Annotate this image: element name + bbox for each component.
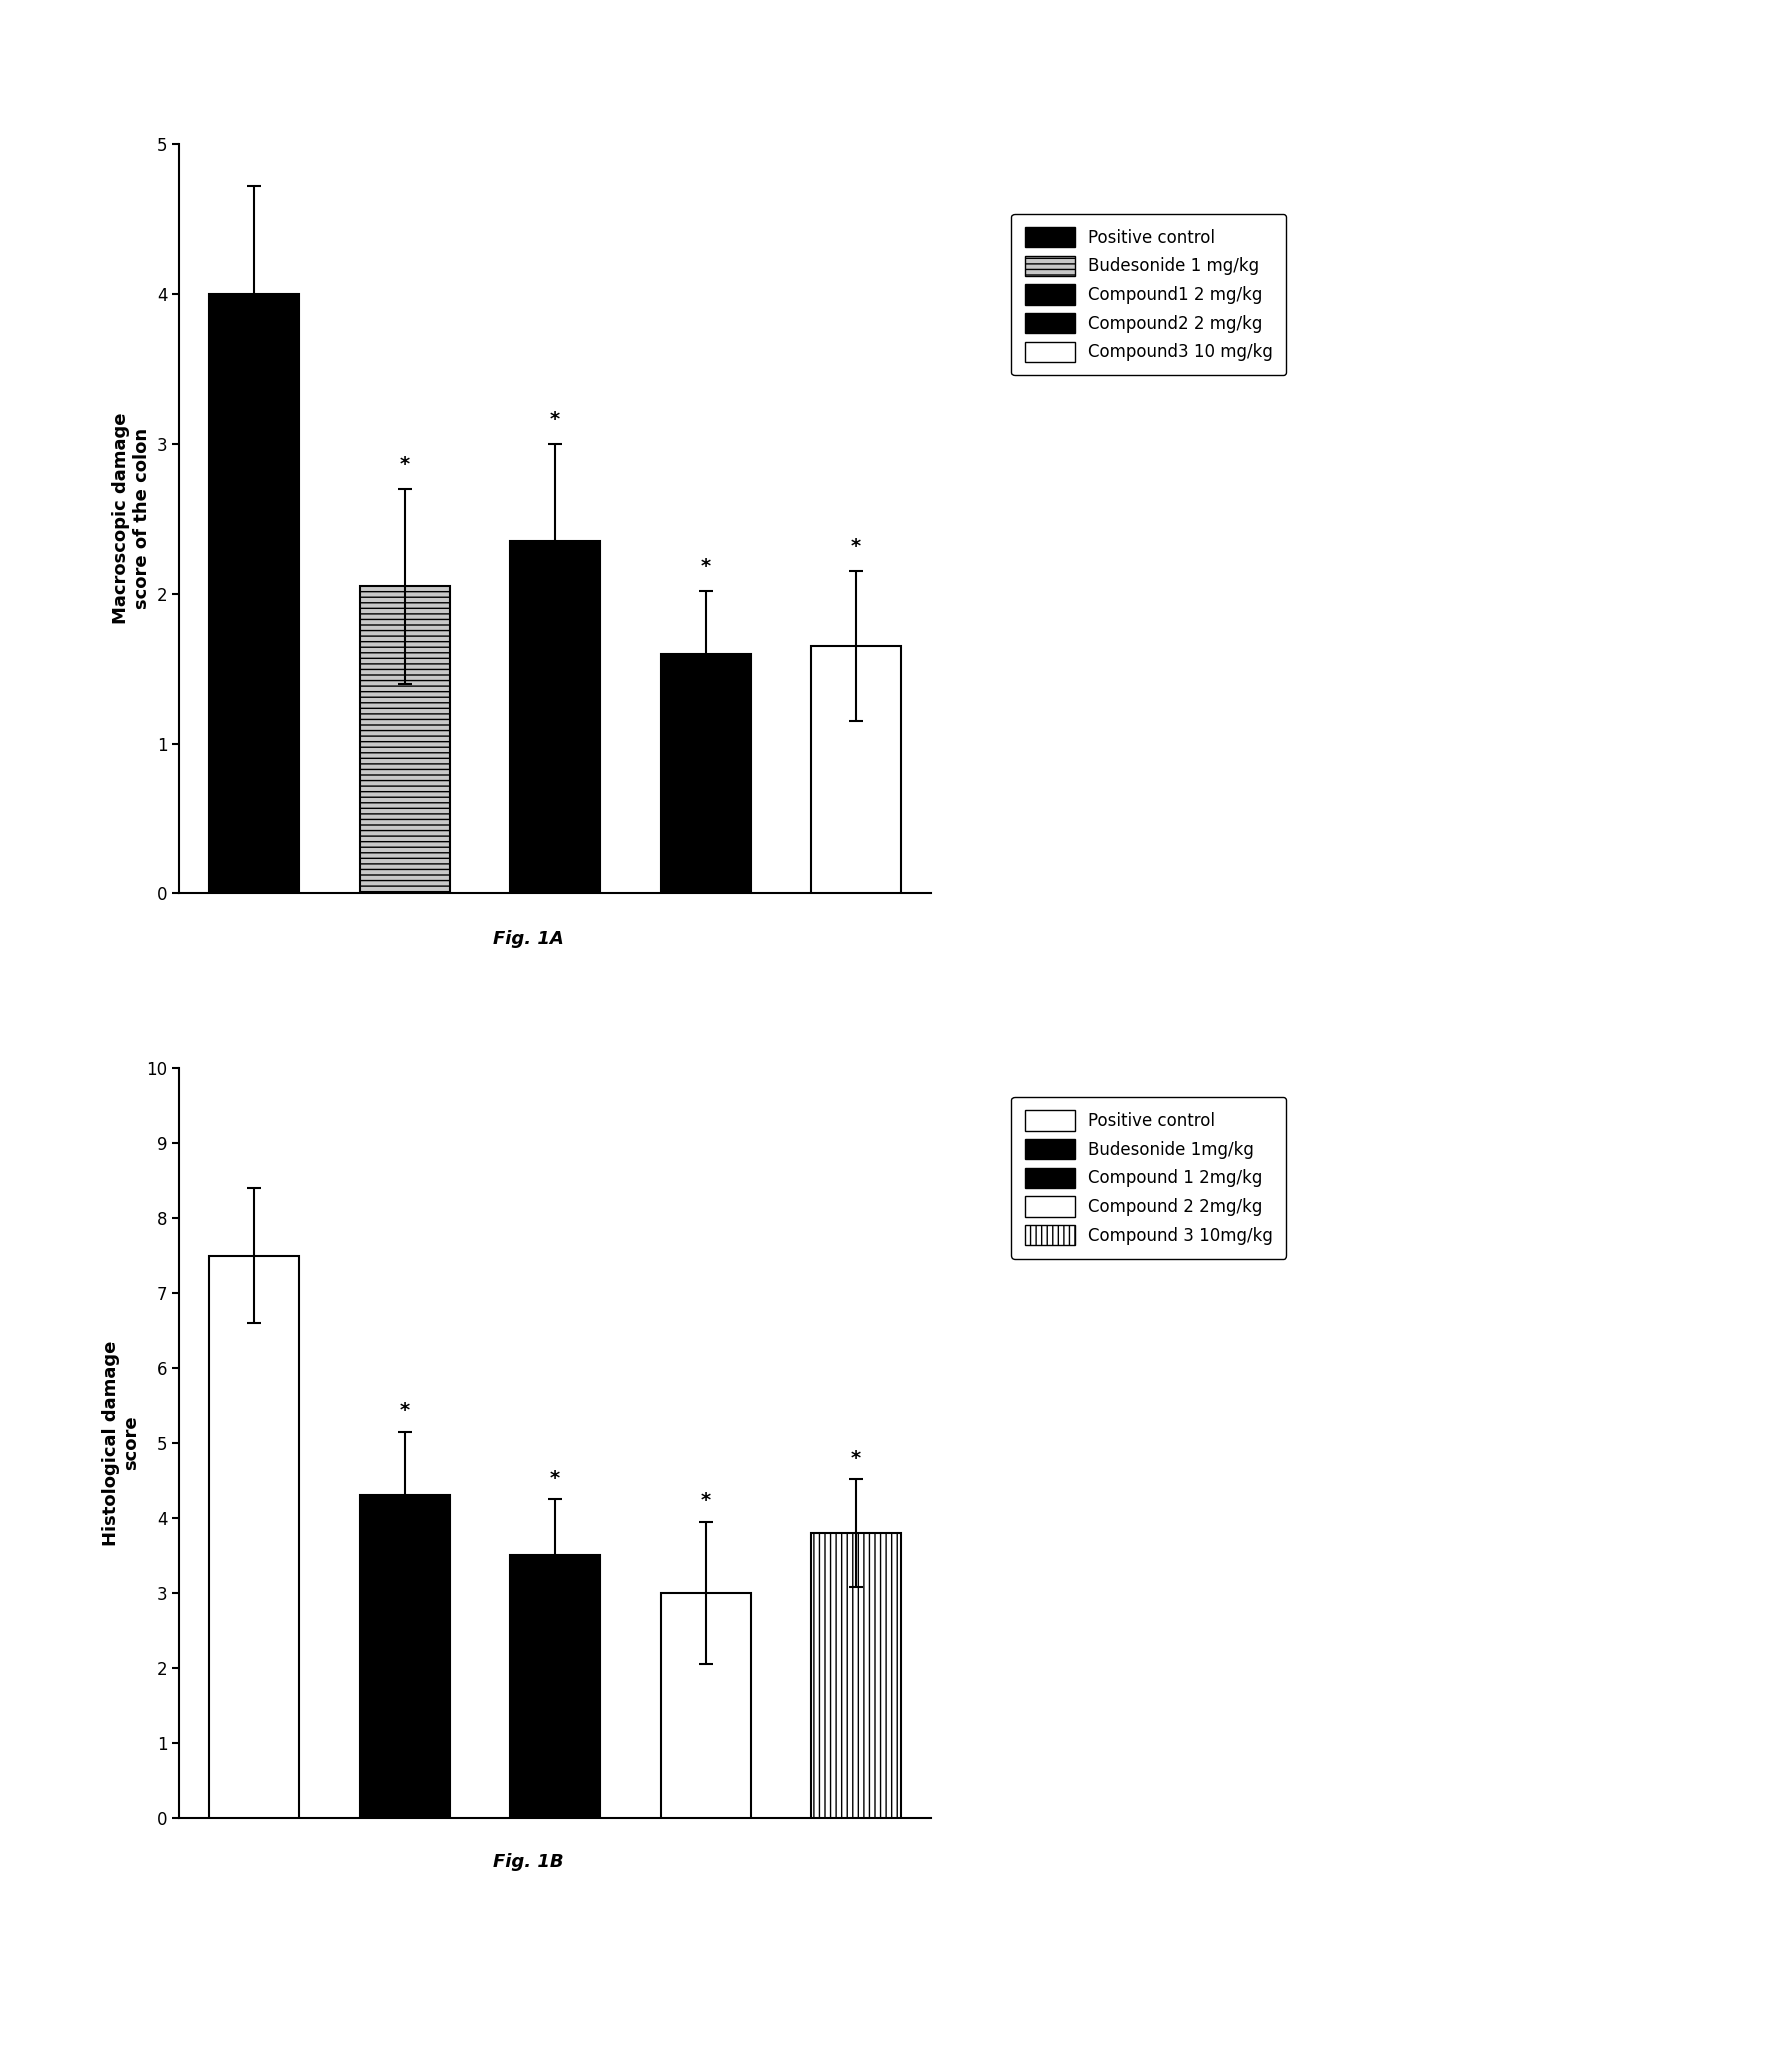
Bar [210,1255,299,1818]
Legend: Positive control, Budesonide 1mg/kg, Compound 1 2mg/kg, Compound 2 2mg/kg, Compo: Positive control, Budesonide 1mg/kg, Com… [1012,1097,1286,1259]
Text: *: * [700,557,711,575]
Text: *: * [399,1401,410,1421]
Text: Fig. 1B: Fig. 1B [493,1853,564,1871]
Bar [360,1495,450,1818]
Bar [811,1532,901,1818]
Bar [661,653,750,893]
Y-axis label: Histological damage
score: Histological damage score [102,1341,141,1545]
Legend: Positive control, Budesonide 1 mg/kg, Compound1 2 mg/kg, Compound2 2 mg/kg, Comp: Positive control, Budesonide 1 mg/kg, Co… [1012,214,1286,376]
Y-axis label: Macroscopic damage
score of the colon: Macroscopic damage score of the colon [113,413,150,624]
Bar [510,1555,600,1818]
Text: *: * [399,454,410,474]
Text: *: * [550,1469,561,1487]
Bar [210,294,299,893]
Text: *: * [700,1491,711,1510]
Bar [510,540,600,893]
Text: *: * [550,409,561,429]
Bar [811,647,901,893]
Bar [360,585,450,893]
Text: *: * [851,1448,861,1469]
Bar [661,1594,750,1818]
Text: Fig. 1A: Fig. 1A [493,930,564,949]
Text: *: * [851,536,861,557]
